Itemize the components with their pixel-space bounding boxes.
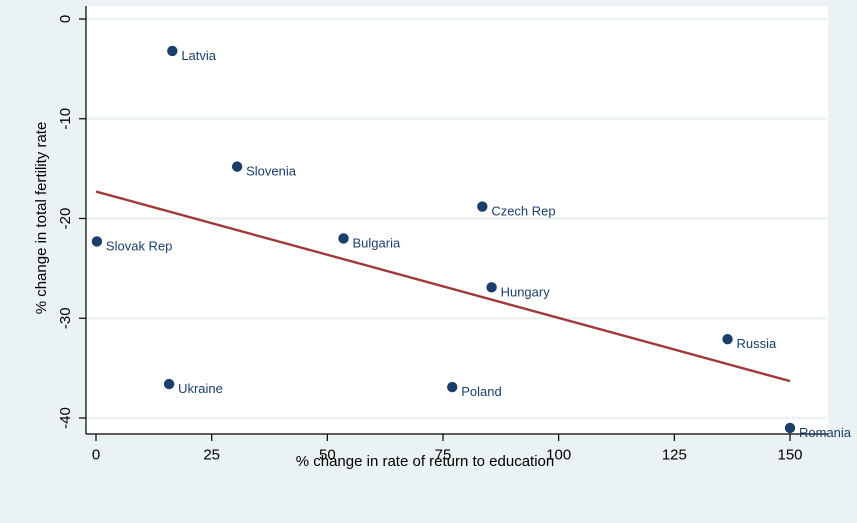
x-tick-label: 50 xyxy=(319,446,336,463)
y-tick-label: -40 xyxy=(57,407,74,429)
x-axis-title: % change in rate of return to education xyxy=(296,453,555,470)
data-points: Latvia Slovenia Czech Rep Slovak Rep Bulgari… xyxy=(91,45,852,440)
data-point xyxy=(486,282,497,293)
x-tick-label: 150 xyxy=(777,446,802,463)
point-label: Czech Rep xyxy=(491,204,555,219)
data-point xyxy=(477,201,488,212)
x-tick-label: 0 xyxy=(92,446,100,463)
point-label: Bulgaria xyxy=(353,235,401,250)
point-label: Russia xyxy=(737,336,778,351)
x-tick-label: 25 xyxy=(203,446,220,463)
point-label: Slovak Rep xyxy=(106,238,172,253)
data-point xyxy=(784,422,796,434)
y-tick-label: 0 xyxy=(57,15,74,23)
point-label: Ukraine xyxy=(178,381,223,396)
data-point xyxy=(722,333,733,345)
plot-area xyxy=(86,6,828,434)
point-label: Latvia xyxy=(181,48,216,63)
x-tick-label: 125 xyxy=(662,446,687,463)
fit-line xyxy=(95,190,791,383)
y-axis-ticks: 0 -10 -20 -30 -40 xyxy=(57,15,86,429)
y-tick-label: -10 xyxy=(57,108,74,130)
gridlines xyxy=(87,17,827,420)
point-label: Poland xyxy=(461,384,501,399)
data-point xyxy=(231,161,243,172)
point-label: Romania xyxy=(799,425,852,440)
data-point xyxy=(447,381,458,393)
x-tick-label: 100 xyxy=(546,446,571,463)
data-point xyxy=(163,378,175,390)
point-label: Hungary xyxy=(501,284,551,299)
x-axis-ticks: 0 25 50 75 100 125 150 xyxy=(92,434,803,463)
data-point xyxy=(167,45,178,57)
x-tick-label: 75 xyxy=(435,446,452,463)
point-label: Slovenia xyxy=(246,164,297,179)
y-tick-label: -30 xyxy=(57,307,74,329)
y-tick-label: -20 xyxy=(57,208,74,230)
y-axis-title: % change in total fertility rate xyxy=(33,122,50,315)
data-point xyxy=(338,233,349,244)
data-point xyxy=(91,236,103,247)
